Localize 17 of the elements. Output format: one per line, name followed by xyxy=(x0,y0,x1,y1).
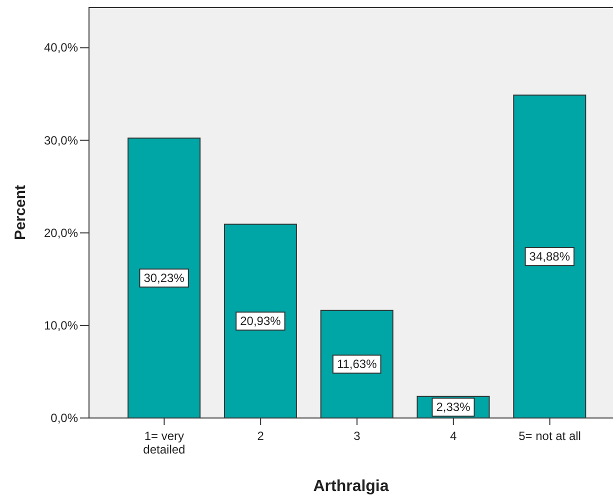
x-tick-label: 1= very detailed xyxy=(143,429,186,456)
x-tick-label: 4 xyxy=(450,429,458,443)
x-axis-title: Arthralgia xyxy=(313,478,389,494)
y-tick-label: 20,0% xyxy=(44,226,78,240)
x-tick-label: 2 xyxy=(257,429,264,443)
y-axis-title: Percent xyxy=(12,184,28,240)
data-label: 11,63% xyxy=(336,357,378,372)
data-label: 2,33% xyxy=(436,400,471,414)
x-tick-label: 5= not at all xyxy=(518,429,581,443)
y-tick-label: 0,0% xyxy=(50,411,78,425)
x-tick-label: 3 xyxy=(354,429,361,443)
data-label: 34,88% xyxy=(529,250,570,264)
y-tick-label: 40,0% xyxy=(44,40,78,55)
data-label: 30,23% xyxy=(144,271,185,286)
data-label: 20,93% xyxy=(240,314,282,328)
y-tick-label: 30,0% xyxy=(44,133,78,148)
y-tick-label: 10,0% xyxy=(44,318,78,332)
